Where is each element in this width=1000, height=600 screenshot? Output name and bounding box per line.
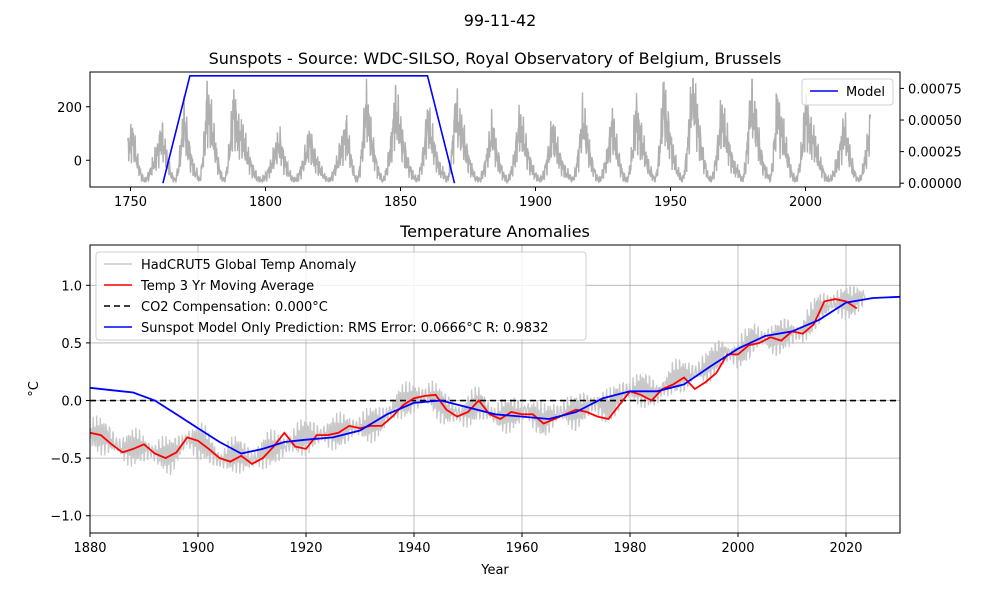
sunspot-model-series-line	[89, 295, 901, 455]
temperature-plot-area	[89, 286, 901, 476]
sunspots-legend: Model	[801, 78, 894, 106]
temperature-y-axis: −1.0 −0.5 0.0 0.5 1.0	[50, 279, 90, 525]
temperature-title: Temperature Anomalies	[399, 222, 590, 241]
sunspots-x-tick-label: 2000	[789, 195, 822, 210]
temperature-x-tick-label: 1920	[289, 541, 322, 556]
sunspots-x-tick-label: 1950	[654, 195, 687, 210]
temperature-frame	[89, 244, 901, 534]
sunspots-subplot: Sunspots - Source: WDC-SILSO, Royal Obse…	[57, 49, 962, 210]
temperature-x-label: Year	[480, 563, 509, 578]
sunspots-y-tick-label: 0	[74, 154, 82, 169]
temperature-subplot: Temperature Anomalies 1880 1900 1920 1940 19…	[27, 222, 901, 578]
temperature-x-tick-label: 1900	[181, 541, 214, 556]
temperature-legend-box	[95, 251, 587, 341]
sunspots-title: Sunspots - Source: WDC-SILSO, Royal Obse…	[209, 49, 782, 68]
figure-suptitle: 99-11-42	[464, 11, 537, 30]
sunspot-series-line	[127, 77, 871, 185]
temperature-legend: HadCRUT5 Global Temp Anomaly Temp 3 Yr M…	[95, 251, 587, 341]
legend-hadcrut-label: HadCRUT5 Global Temp Anomaly	[141, 258, 357, 273]
sunspots-frame	[89, 71, 901, 188]
temperature-x-axis: 1880 1900 1920 1940 1960 1980 2000 2020	[73, 533, 863, 556]
temperature-x-tick-label: 2000	[721, 541, 754, 556]
sunspots-y2-axis: 0.00000 0.00025 0.00050 0.00075	[900, 82, 962, 192]
sunspots-y2-tick-label: 0.00000	[908, 177, 962, 192]
temperature-y-label: °C	[27, 381, 42, 397]
temperature-y-tick-label: −1.0	[50, 510, 82, 525]
legend-co2-label: CO2 Compensation: 0.000°C	[141, 300, 328, 315]
sunspots-x-tick-label: 1750	[114, 195, 147, 210]
sunspots-x-tick-label: 1850	[384, 195, 417, 210]
sunspots-x-axis: 1750 1800 1850 1900 1950 2000	[114, 187, 822, 210]
sunspots-legend-box	[801, 78, 894, 106]
temperature-x-tick-label: 1960	[505, 541, 538, 556]
temperature-x-tick-label: 1980	[613, 541, 646, 556]
sunspots-x-tick-label: 1800	[249, 195, 282, 210]
sunspots-y-axis: 0 200	[57, 101, 90, 169]
model-series-line	[162, 75, 456, 184]
temperature-x-tick-label: 1880	[73, 541, 106, 556]
legend-sunspot-model-label: Sunspot Model Only Prediction: RMS Error…	[141, 321, 549, 336]
sunspots-x-tick-label: 1900	[519, 195, 552, 210]
temperature-x-tick-label: 2020	[829, 541, 862, 556]
temperature-y-tick-label: −0.5	[50, 452, 82, 467]
sunspots-y2-tick-label: 0.00075	[908, 82, 962, 97]
temperature-y-tick-label: 1.0	[61, 279, 82, 294]
temperature-y-tick-label: 0.0	[61, 395, 82, 410]
temperature-y-tick-label: 0.5	[61, 337, 82, 352]
sunspots-y-tick-label: 200	[57, 101, 82, 116]
legend-moving-average-label: Temp 3 Yr Moving Average	[140, 279, 314, 294]
legend-model-label: Model	[846, 85, 885, 100]
temperature-x-tick-label: 1940	[397, 541, 430, 556]
sunspots-y2-tick-label: 0.00025	[908, 146, 962, 161]
sunspots-plot-area	[127, 75, 871, 185]
sunspots-y2-tick-label: 0.00050	[908, 114, 962, 129]
